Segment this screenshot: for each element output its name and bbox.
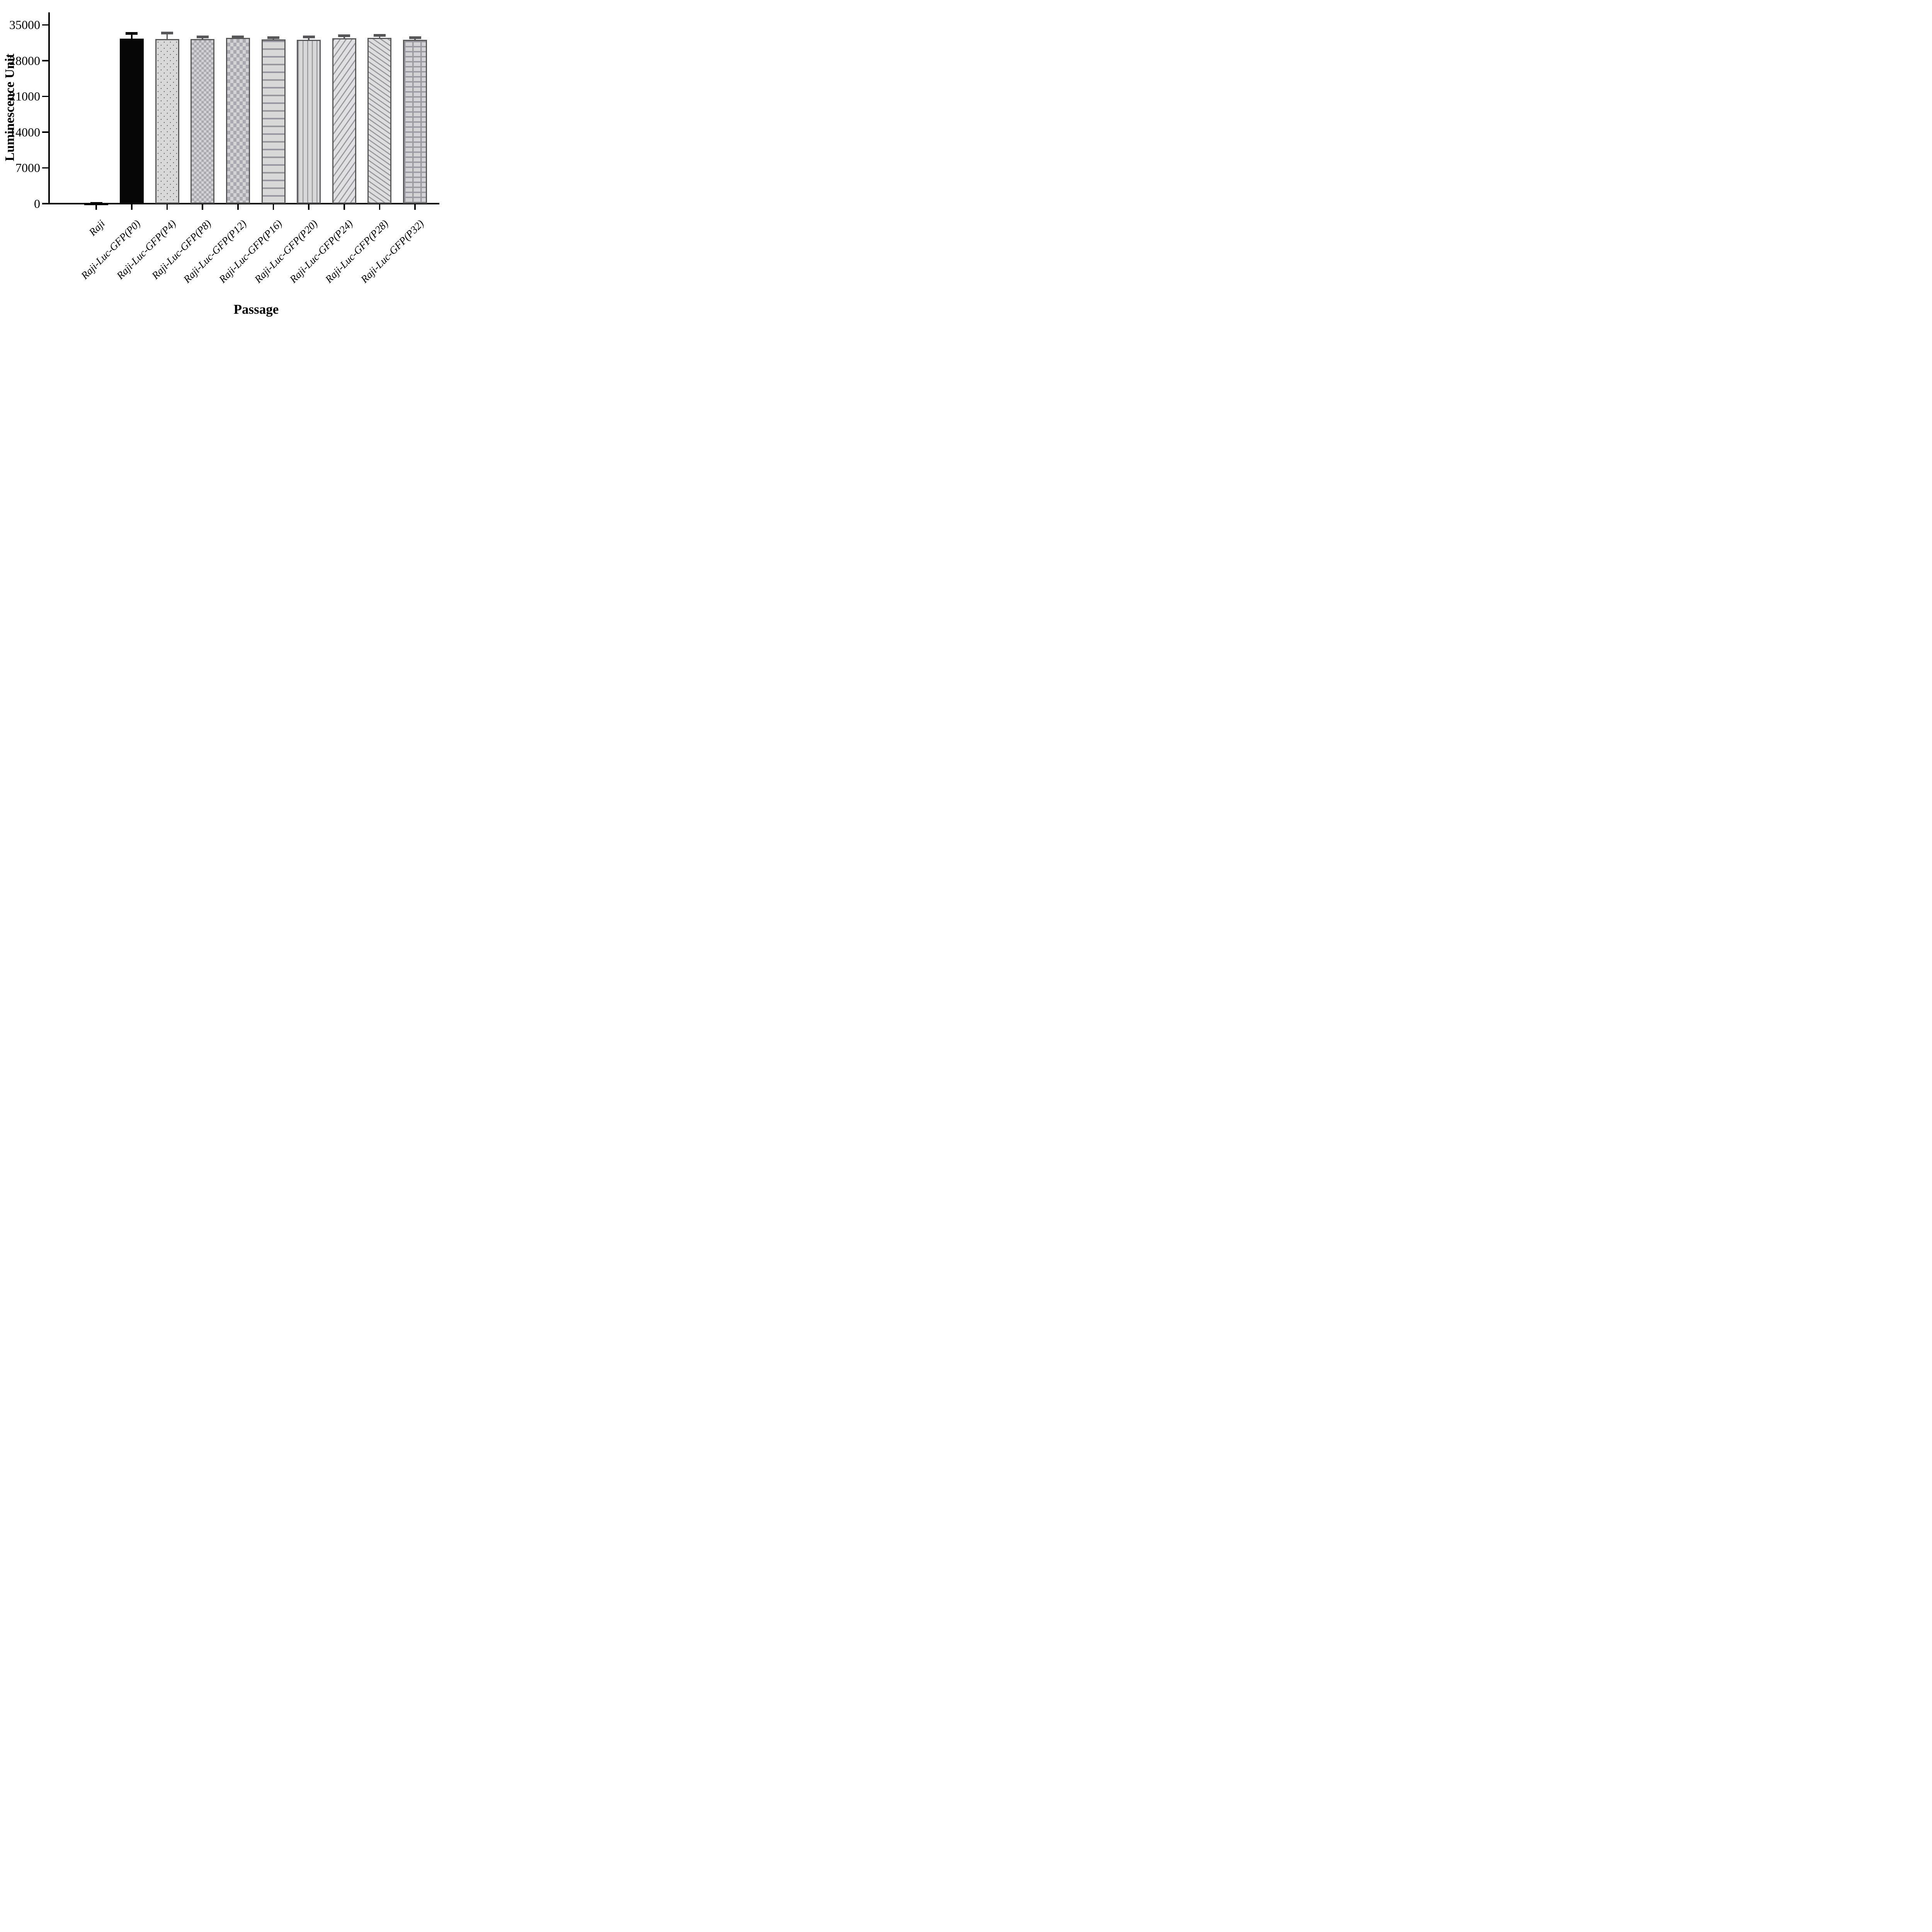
- x-tick-label: Raji-Luc-GFP(P0): [78, 218, 143, 282]
- bar-raji-luc-gfp-p16-: [261, 39, 286, 204]
- bar-raji-luc-gfp-p8-: [190, 39, 215, 204]
- x-tick: [308, 204, 310, 210]
- x-tick-label: Raji-Luc-GFP(P32): [358, 218, 426, 285]
- x-axis-title: Passage: [233, 302, 279, 317]
- x-tick: [272, 204, 274, 210]
- error-bar-cap: [373, 34, 386, 37]
- x-tick-label: Raji-Luc-GFP(P24): [287, 218, 355, 285]
- bar-raji-luc-gfp-p24-: [332, 38, 356, 204]
- y-tick-label: 7000: [15, 161, 40, 175]
- bar-raji-luc-gfp-p32-: [403, 39, 427, 204]
- bar-raji-luc-gfp-p20-: [297, 40, 321, 204]
- error-bar-cap: [90, 202, 102, 205]
- x-tick: [379, 204, 381, 210]
- y-tick-label: 28000: [9, 53, 40, 68]
- y-tick: [42, 167, 48, 168]
- bar-raji-luc-gfp-p4-: [155, 39, 179, 204]
- x-tick-label: Raji-Luc-GFP(P20): [252, 218, 320, 285]
- x-tick-label: Raji-Luc-GFP(P4): [114, 218, 178, 282]
- error-bar-cap: [196, 36, 209, 39]
- x-tick: [95, 204, 97, 210]
- x-tick: [166, 204, 168, 210]
- bar-raji-luc-gfp-p28-: [367, 38, 392, 204]
- x-tick: [131, 204, 133, 210]
- y-tick-label: 21000: [9, 89, 40, 104]
- y-tick: [42, 24, 48, 26]
- error-bar-whisker: [166, 34, 168, 41]
- error-bar-cap: [338, 34, 350, 37]
- y-tick: [42, 131, 48, 133]
- x-tick: [414, 204, 416, 210]
- bar-raji-luc-gfp-p12-: [226, 38, 250, 204]
- y-tick-label: 35000: [9, 18, 40, 32]
- x-tick-label: Raji-Luc-GFP(P16): [216, 218, 284, 285]
- y-tick: [42, 60, 48, 61]
- x-tick-label: Raji-Luc-GFP(P12): [181, 218, 249, 285]
- y-axis-title: Luminescence Unit: [3, 53, 17, 162]
- x-tick: [344, 204, 345, 210]
- x-tick: [202, 204, 203, 210]
- bar-raji-luc-gfp-p0-: [119, 38, 144, 204]
- x-tick-label: Raji: [87, 218, 107, 238]
- error-bar-cap: [303, 36, 315, 39]
- error-bar-cap: [409, 36, 421, 39]
- y-tick-label: 0: [34, 196, 40, 211]
- bar-chart-figure: Luminescence Unit Passage 0 7000 14000 2100…: [0, 0, 463, 328]
- y-axis-line: [48, 12, 50, 204]
- x-tick-label: Raji-Luc-GFP(P8): [149, 218, 214, 282]
- y-tick: [42, 95, 48, 97]
- error-bar-whisker: [131, 34, 133, 41]
- y-tick: [42, 203, 48, 204]
- x-tick: [237, 204, 239, 210]
- error-bar-cap: [267, 36, 279, 39]
- error-bar-cap: [161, 32, 173, 35]
- error-bar-cap: [232, 36, 244, 39]
- y-tick-label: 14000: [9, 125, 40, 139]
- x-tick-label: Raji-Luc-GFP(P28): [323, 218, 391, 285]
- error-bar-cap: [126, 32, 138, 35]
